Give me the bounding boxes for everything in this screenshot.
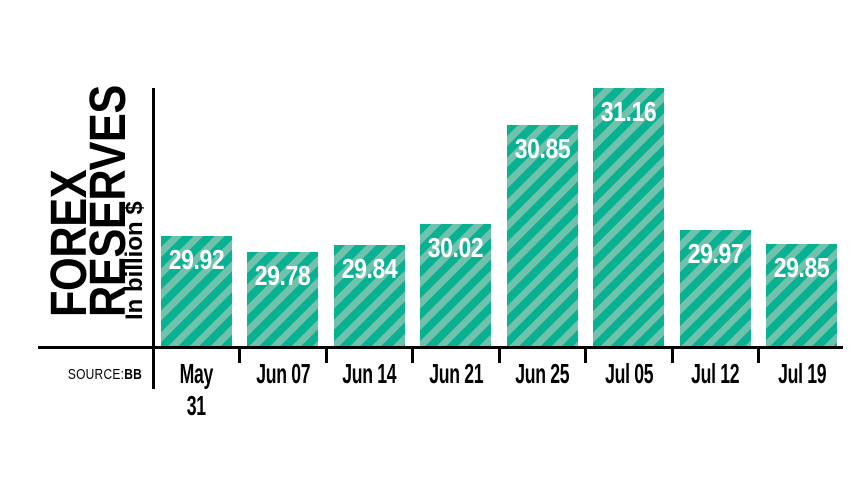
x-tick-label: May 31 <box>179 358 214 421</box>
bar-value-label: 29.84 <box>341 253 398 284</box>
x-tick-label: Jun 07 <box>255 358 310 389</box>
bar-value-label: 30.85 <box>514 133 571 164</box>
x-tick-mark <box>411 349 414 363</box>
x-tick-mark <box>325 349 328 363</box>
bar-value-label: 29.85 <box>774 252 830 283</box>
chart-title: FOREX RESERVES <box>40 85 136 317</box>
bar-value-label: 29.92 <box>168 244 225 275</box>
x-tick-label: Jul 19 <box>777 358 826 389</box>
x-tick-label: Jun 14 <box>342 358 397 389</box>
x-tick-label: Jun 25 <box>515 358 570 389</box>
bar-value-label: 31.16 <box>601 96 657 127</box>
x-tick-label: Jul 05 <box>604 358 653 389</box>
x-tick-mark <box>671 349 674 363</box>
bar: 29.78 <box>247 252 319 346</box>
bar-value-label: 30.02 <box>428 232 484 263</box>
source-value: BB <box>124 366 142 383</box>
bar: 31.16 <box>593 88 665 346</box>
source-label: SOURCE: <box>67 366 125 383</box>
bar: 29.97 <box>679 230 751 346</box>
x-tick-mark <box>584 349 587 363</box>
y-axis-line <box>152 88 155 389</box>
bar: 29.84 <box>333 245 405 346</box>
bar-value-label: 29.78 <box>255 260 311 291</box>
y-axis-unit-label: In billion $ <box>121 201 148 320</box>
x-tick-mark <box>238 349 241 363</box>
bar: 30.02 <box>420 224 492 346</box>
bar: 30.85 <box>506 125 578 346</box>
x-tick-label: Jun 21 <box>428 358 483 389</box>
x-tick-mark <box>498 349 501 363</box>
x-tick-mark <box>757 349 760 363</box>
x-axis-line <box>38 346 843 349</box>
bar-value-label: 29.97 <box>687 238 744 269</box>
bar: 29.85 <box>766 244 838 346</box>
bar: 29.92 <box>160 236 232 346</box>
source-note: SOURCE:BB <box>44 366 142 383</box>
x-tick-label: Jul 12 <box>691 358 740 389</box>
